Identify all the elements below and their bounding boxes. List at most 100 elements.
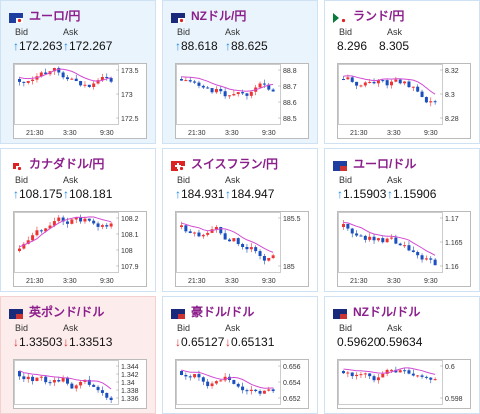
candle-body xyxy=(342,224,345,227)
rate-card[interactable]: ユーロ/円 Bid Ask ↑172.263 ↑172.267 173.5 173 172.5… xyxy=(0,0,156,144)
currency-pair-link[interactable]: ユーロ/円 xyxy=(29,8,81,23)
candle-body xyxy=(381,373,385,378)
currency-pair-link[interactable]: 英ポンド/ドル xyxy=(29,304,105,319)
moving-average-line xyxy=(343,367,436,375)
currency-pair-link[interactable]: ユーロ/ドル xyxy=(353,156,417,171)
mini-rate-chart[interactable]: 173.5 173 172.5 21:30 3:30 9:30 xyxy=(13,63,147,139)
candle-body xyxy=(429,101,433,103)
up-arrow-icon: ↑ xyxy=(225,187,231,201)
candle-body xyxy=(39,72,43,77)
y-tick-label: 0.598 xyxy=(445,396,463,403)
candle-body xyxy=(109,78,113,82)
currency-pair-link[interactable]: ランド/円 xyxy=(353,8,405,23)
rate-card[interactable]: スイスフラン/円 Bid Ask ↑184.931 ↑184.947 185.5 185 21… xyxy=(162,148,318,292)
candle-body xyxy=(188,231,192,233)
mini-rate-chart[interactable]: 1.17 1.165 1.16 21:30 3:30 9:30 xyxy=(337,211,471,287)
rate-card[interactable]: NZドル/ドル Bid Ask 0.59620 0.59634 0.6 0.598 xyxy=(324,296,480,414)
x-tick-label: 3:30 xyxy=(387,130,401,137)
candle-body xyxy=(271,89,275,92)
candle-body xyxy=(398,243,402,246)
mini-rate-chart[interactable]: 108.2 108.1 108 107.9 21:30 3:30 9:30 xyxy=(13,211,147,287)
currency-pair-link[interactable]: スイスフラン/円 xyxy=(191,156,278,171)
candle-body xyxy=(206,87,210,89)
candle-body xyxy=(18,248,21,251)
card-header[interactable]: ランド/円 xyxy=(333,7,404,23)
candle-body xyxy=(57,217,61,222)
candle-body xyxy=(66,377,69,384)
candle-body xyxy=(363,82,367,86)
candle-body xyxy=(241,244,245,247)
candle-body xyxy=(228,95,231,97)
mini-rate-chart[interactable]: 0.656 0.654 0.652 xyxy=(175,359,309,409)
candle-body xyxy=(403,245,407,247)
chart-canvas: 8.32 8.3 8.28 21:30 3:30 9:30 xyxy=(338,64,459,137)
mini-rate-chart[interactable]: 0.6 0.598 xyxy=(337,359,471,409)
card-header[interactable]: ユーロ/ドル xyxy=(333,155,416,171)
bid-value: 8.296 xyxy=(337,39,367,53)
bid-label: Bid xyxy=(339,27,353,37)
y-tick-label: 1.336 xyxy=(121,396,139,403)
candle-body xyxy=(184,80,188,82)
mini-rate-chart[interactable]: 1.344 1.342 1.34 1.338 1.336 xyxy=(13,359,147,409)
up-arrow-icon: ↑ xyxy=(225,39,231,53)
candle-body xyxy=(184,375,188,377)
x-tick-label: 3:30 xyxy=(63,278,77,285)
mini-rate-chart[interactable]: 185.5 185 21:30 3:30 9:30 xyxy=(175,211,309,287)
rate-card[interactable]: カナダドル/円 Bid Ask ↑108.175 ↑108.181 108.2 108.1 1… xyxy=(0,148,156,292)
candle-body xyxy=(372,376,376,381)
candle-body xyxy=(39,376,43,378)
rate-card[interactable]: NZドル/円 Bid Ask ↑88.618 ↑88.625 88.8 88.7 88.6 88… xyxy=(162,0,318,144)
y-tick-label: 1.165 xyxy=(445,240,463,247)
rate-card[interactable]: ユーロ/ドル Bid Ask ↑1.15903 ↑1.15906 1.17 1.165 1.1… xyxy=(324,148,480,292)
card-header[interactable]: ユーロ/円 xyxy=(9,7,80,23)
plot-frame xyxy=(338,64,443,125)
candle-body xyxy=(22,81,26,83)
eu-us-flag-icon xyxy=(333,158,347,171)
bid-value: ↑88.618 xyxy=(175,39,218,53)
candle-body xyxy=(100,76,104,81)
card-header[interactable]: 豪ドル/ドル xyxy=(171,303,254,319)
card-header[interactable]: カナダドル/円 xyxy=(9,155,104,171)
down-arrow-icon: ↓ xyxy=(13,335,19,349)
candle-body xyxy=(359,235,363,237)
currency-pair-link[interactable]: カナダドル/円 xyxy=(29,156,105,171)
ask-value: ↓0.65131 xyxy=(225,335,274,349)
au-us-flag-icon xyxy=(171,306,185,319)
candle-body xyxy=(416,375,420,377)
card-header[interactable]: 英ポンド/ドル xyxy=(9,303,104,319)
candle-body xyxy=(368,81,372,83)
rate-card[interactable]: 英ポンド/ドル Bid Ask ↓1.33503 ↓1.33513 1.344 1.342 1… xyxy=(0,296,156,414)
candle-body xyxy=(359,85,363,87)
currency-pair-link[interactable]: NZドル/円 xyxy=(191,8,247,23)
currency-pair-link[interactable]: 豪ドル/ドル xyxy=(191,304,255,319)
candle-body xyxy=(342,371,345,374)
bid-label: Bid xyxy=(15,27,29,37)
candle-body xyxy=(267,84,271,90)
moving-average-line xyxy=(343,75,436,95)
candle-body xyxy=(26,240,30,244)
candle-body xyxy=(429,258,433,260)
candle-body xyxy=(201,85,205,88)
candle-body xyxy=(232,94,236,96)
candle-body xyxy=(214,88,218,93)
candle-body xyxy=(355,374,359,377)
mini-rate-chart[interactable]: 8.32 8.3 8.28 21:30 3:30 9:30 xyxy=(337,63,471,139)
candle-body xyxy=(411,250,415,253)
ask-number: 88.625 xyxy=(231,39,268,53)
candle-body xyxy=(394,237,398,244)
currency-pair-link[interactable]: NZドル/ドル xyxy=(353,304,421,319)
mini-rate-chart[interactable]: 88.8 88.7 88.6 88.5 21:30 3:30 9:30 xyxy=(175,63,309,139)
candle-body xyxy=(219,88,223,92)
bid-number: 0.65127 xyxy=(181,335,225,349)
up-arrow-icon: ↑ xyxy=(337,187,343,201)
rate-card[interactable]: 豪ドル/ドル Bid Ask ↓0.65127 ↓0.65131 0.656 0.654 0.… xyxy=(162,296,318,414)
y-tick-label: 0.6 xyxy=(445,364,455,371)
candle-body xyxy=(258,251,262,257)
rate-card[interactable]: ランド/円 Bid Ask 8.296 8.305 8.32 8.3 8.28 21:30 3:3… xyxy=(324,0,480,144)
card-header[interactable]: NZドル/ドル xyxy=(333,303,420,319)
bid-value: ↓1.33503 xyxy=(13,335,62,349)
up-arrow-icon: ↑ xyxy=(63,39,69,53)
card-header[interactable]: スイスフラン/円 xyxy=(171,155,278,171)
card-header[interactable]: NZドル/円 xyxy=(171,7,246,23)
